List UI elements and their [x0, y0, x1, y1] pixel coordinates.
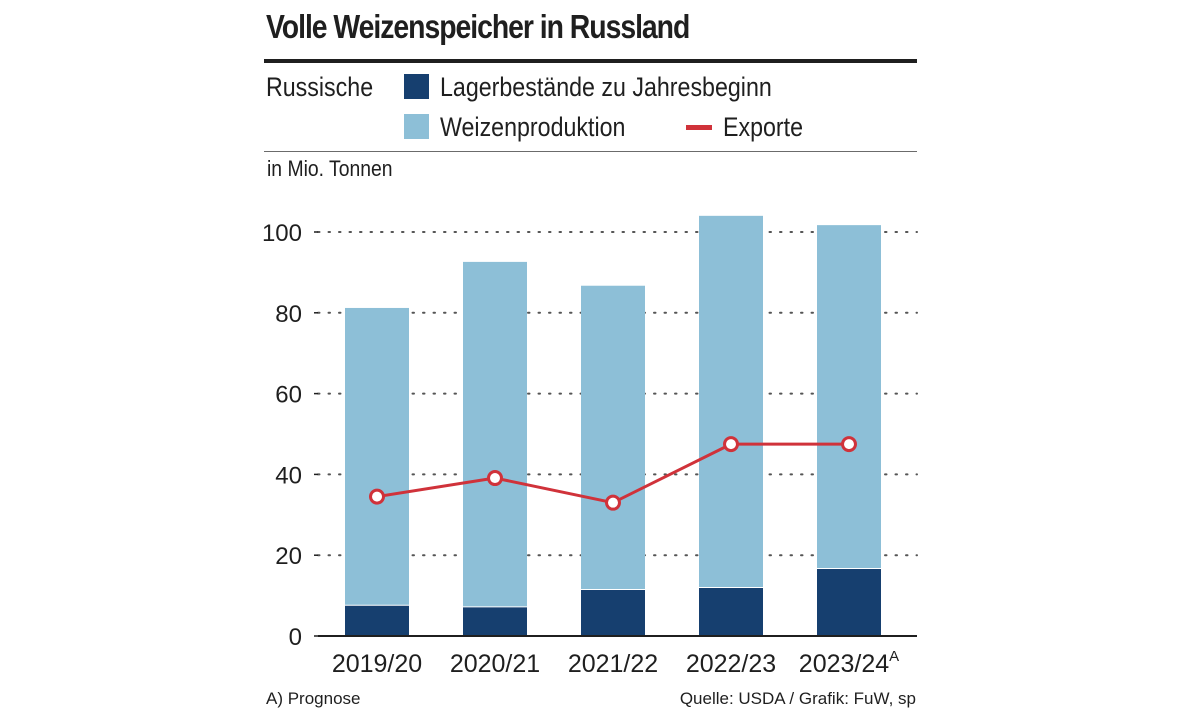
x-category-label: 2019/20: [332, 650, 422, 678]
legend-label-stock: Lagerbestände zu Jahresbeginn: [440, 72, 772, 102]
bar-production: [817, 225, 881, 569]
y-tick-label: 40: [275, 462, 302, 489]
legend-prefix: Russische: [266, 72, 374, 102]
chart-title: Volle Weizenspeicher in Russland: [266, 8, 690, 45]
bar-production: [463, 261, 527, 607]
exports-point: [369, 488, 385, 505]
title-rule: [264, 59, 917, 63]
bar-production: [581, 285, 645, 590]
legend-label-exports: Exporte: [723, 112, 804, 142]
y-tick-label: 100: [262, 220, 302, 247]
legend-label-production: Weizenproduktion: [440, 112, 626, 142]
exports-point: [723, 436, 739, 453]
exports-point: [841, 436, 857, 453]
source-note: Quelle: USDA / Grafik: FuW, sp: [679, 689, 916, 708]
legend-swatch-production: [404, 114, 429, 139]
exports-point: [487, 470, 503, 487]
unit-label: in Mio. Tonnen: [267, 156, 393, 181]
x-category-superscript: A: [889, 648, 899, 665]
footnote-prognose: A) Prognose: [266, 689, 361, 708]
bar-stock: [581, 589, 645, 636]
legend-rule: [264, 151, 917, 152]
legend-swatch-exports: [686, 125, 712, 130]
exports-point: [605, 494, 621, 511]
bar-production: [345, 307, 409, 606]
bar-stock: [463, 606, 527, 636]
y-tick-label: 0: [289, 624, 302, 651]
x-category-label: 2023/24A: [799, 648, 899, 678]
bar-stock: [699, 587, 763, 636]
bar-stock: [345, 605, 409, 636]
bar-production: [699, 215, 763, 588]
y-tick-label: 60: [275, 382, 302, 409]
legend-swatch-stock: [404, 74, 429, 99]
y-tick-label: 80: [275, 301, 302, 328]
x-category-label: 2020/21: [450, 650, 540, 678]
x-category-label: 2021/22: [568, 650, 658, 678]
y-tick-label: 20: [275, 543, 302, 570]
bar-stock: [817, 568, 881, 636]
x-category-label: 2022/23: [686, 650, 776, 678]
